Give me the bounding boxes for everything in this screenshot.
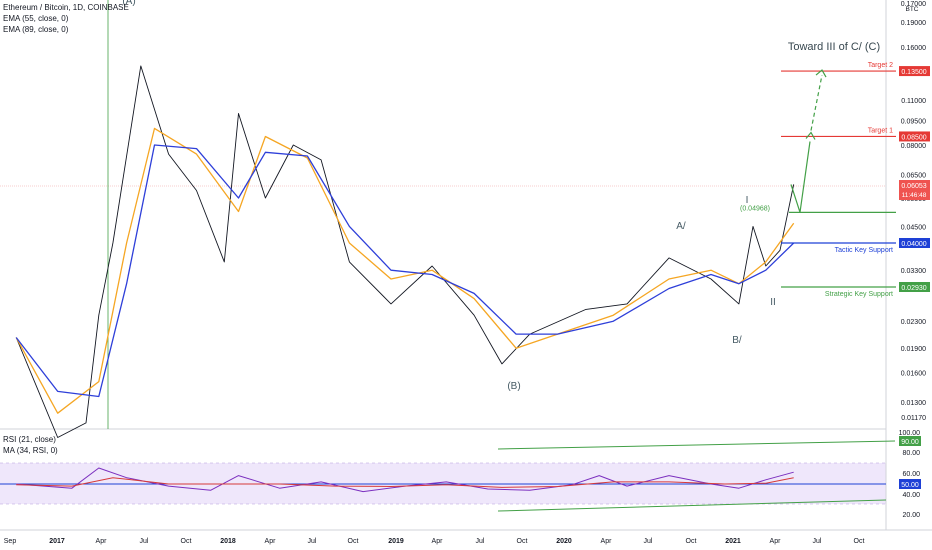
rsi-tick-label: 80.00 <box>902 450 920 457</box>
rsi-level-tag <box>899 479 921 489</box>
series-line-5 <box>16 477 794 488</box>
rsi-lower-trendline <box>497 499 887 512</box>
level-label: Strategic Key Support <box>825 291 893 298</box>
rsi-level-tag <box>899 436 921 446</box>
price-tick-label: 0.17000 <box>901 1 926 8</box>
price-tick-label: 0.01300 <box>901 400 926 407</box>
rsi-tick-label: 100.00 <box>899 430 921 437</box>
series-line-3 <box>15 144 795 398</box>
time-tick-label: Oct <box>517 538 528 545</box>
level-price-tag <box>899 238 930 248</box>
rsi-level-value: 90.00 <box>901 439 919 446</box>
rsi-upper-trendline <box>497 440 896 450</box>
price-tick-label: 0.08000 <box>901 143 926 150</box>
rsi-tick-label: 60.00 <box>902 471 920 478</box>
time-tick-label: Oct <box>854 538 865 545</box>
price-tick-label: 0.03300 <box>901 268 926 275</box>
time-tick-label: Apr <box>770 538 782 545</box>
time-tick-label: 2021 <box>725 538 741 545</box>
price-tick-label: 0.02300 <box>901 319 926 326</box>
wave-label: B/ <box>732 335 742 346</box>
wave-label: I <box>746 195 749 206</box>
series-line-2 <box>15 127 795 414</box>
legend-rsi[interactable]: RSI (21, close) <box>3 435 56 444</box>
level-price-value: 0.02930 <box>901 285 926 292</box>
price-tick-label: 0.01900 <box>901 346 926 353</box>
level-label: Target 1 <box>868 127 893 134</box>
price-tick-label: 0.04500 <box>901 224 926 231</box>
level-label: (0.04968) <box>740 205 770 212</box>
time-tick-label: Apr <box>601 538 613 545</box>
projection-arrowhead-1 <box>805 131 816 140</box>
time-tick-label: Jul <box>308 538 317 545</box>
rsi-level-value: 50.00 <box>901 482 919 489</box>
series-layer <box>0 65 896 512</box>
time-tick-label: Apr <box>432 538 444 545</box>
projection-title: Toward III of C/ (C) <box>788 41 880 53</box>
countdown-timer: 11:46:48 <box>902 192 927 199</box>
projection-arrow-1 <box>790 141 811 213</box>
rsi-tick-label: 20.00 <box>902 512 920 519</box>
time-tick-label: Oct <box>181 538 192 545</box>
time-tick-label: Sep <box>4 538 17 545</box>
wave-label: (B) <box>507 381 520 392</box>
price-unit-label: BTC <box>906 6 919 13</box>
time-tick-label: Jul <box>476 538 485 545</box>
time-tick-label: 2020 <box>556 538 572 545</box>
projection-arrowhead-2 <box>815 69 827 78</box>
level-price-value: 0.13500 <box>901 69 926 76</box>
wave-label: II <box>770 297 776 308</box>
time-tick-label: 2017 <box>49 538 65 545</box>
series-line-1 <box>15 65 795 438</box>
rsi-legend: RSI (21, close) MA (34, RSI, 0) <box>3 434 58 456</box>
legend: Ethereum / Bitcoin, 1D, COINBASE EMA (55… <box>3 2 129 35</box>
wave-label: A/ <box>676 221 686 232</box>
price-tick-label: 0.11000 <box>901 98 926 105</box>
last-price-tag <box>899 180 930 200</box>
price-tick-label: 0.09500 <box>901 119 926 126</box>
wave-label: (A) <box>122 0 135 7</box>
level-price-tag <box>899 66 930 77</box>
time-tick-label: Oct <box>686 538 697 545</box>
time-tick-label: Jul <box>813 538 822 545</box>
price-tick-label: 0.01600 <box>901 371 926 378</box>
rsi-tick-label: 40.00 <box>902 492 920 499</box>
level-price-value: 0.08500 <box>901 134 926 141</box>
last-price-value: 0.06053 <box>901 183 926 190</box>
price-tick-label: 0.06500 <box>901 172 926 179</box>
time-tick-label: 2019 <box>388 538 404 545</box>
price-tick-label: 0.19000 <box>901 20 926 27</box>
time-tick-label: Apr <box>96 538 108 545</box>
time-tick-label: Jul <box>140 538 149 545</box>
time-tick-label: Apr <box>265 538 277 545</box>
level-price-value: 0.04000 <box>901 241 926 248</box>
price-tick-label: 0.01170 <box>901 415 926 422</box>
level-label: Target 2 <box>868 62 893 69</box>
time-tick-label: Oct <box>348 538 359 545</box>
overlay-layer: Target 2 0.13500 Target 1 0.08500 Tactic Key… <box>122 0 930 392</box>
legend-rsi-ma[interactable]: MA (34, RSI, 0) <box>3 446 58 455</box>
level-price-tag <box>899 131 930 142</box>
level-price-tag <box>899 282 930 292</box>
level-label: Tactic Key Support <box>835 247 893 254</box>
projection-arrow-2 <box>810 74 823 131</box>
time-tick-label: 2018 <box>220 538 236 545</box>
axis-layer: 0.17000 0.19000 0.16000 0.11000 0.09500 0.080… <box>4 1 930 545</box>
legend-symbol[interactable]: Ethereum / Bitcoin, 1D, COINBASE <box>3 3 129 12</box>
legend-ema55[interactable]: EMA (55, close, 0) <box>3 14 69 23</box>
legend-ema89[interactable]: EMA (89, close, 0) <box>3 25 69 34</box>
time-tick-label: Jul <box>644 538 653 545</box>
price-tick-label: 0.16000 <box>901 45 926 52</box>
